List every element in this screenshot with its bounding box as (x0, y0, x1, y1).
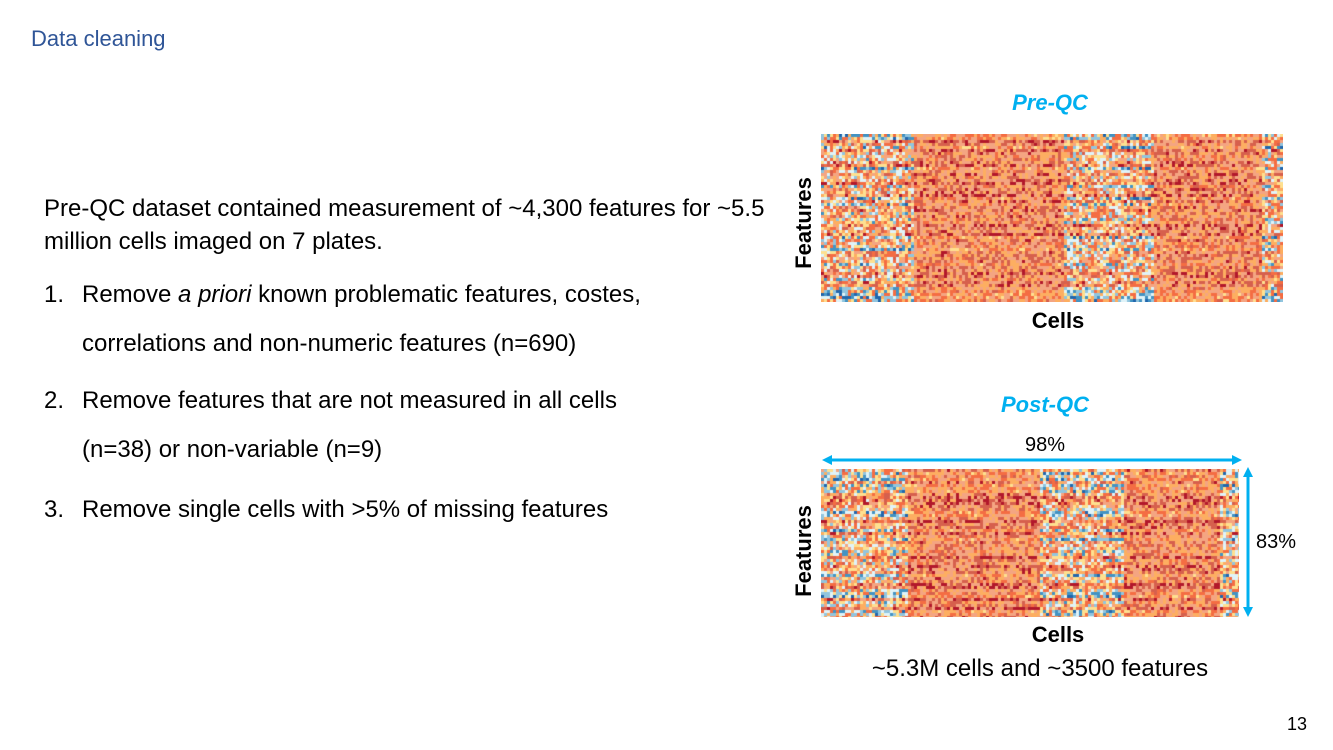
step-2-line2: (n=38) or non-variable (n=9) (82, 436, 383, 463)
slide-title: Data cleaning (31, 26, 166, 51)
step-2-line1: Remove features that are not measured in… (82, 387, 617, 414)
step-1-number: 1. (44, 281, 65, 308)
step-2-number: 2. (44, 387, 65, 414)
step-1-line2: correlations and non-numeric features (n… (82, 330, 577, 357)
pre-qc-xlabel: Cells (1031, 308, 1085, 333)
post-qc-width-pct: 98% (1024, 434, 1066, 456)
summary-text: ~5.3M cells and ~3500 features (871, 655, 1209, 682)
width-arrow (822, 455, 1242, 465)
step-1-pre: Remove (82, 281, 179, 308)
step-3-line1: Remove single cells with >5% of missing … (82, 496, 609, 523)
height-arrow (1243, 467, 1253, 617)
post-qc-title: Post-QC (1001, 392, 1089, 417)
post-qc-height-pct: 83% (1256, 531, 1297, 553)
step-3-number: 3. (44, 496, 65, 523)
post-qc-heatmap (821, 469, 1239, 617)
pre-qc-title: Pre-QC (1012, 90, 1088, 115)
pre-qc-ylabel: Features (791, 177, 816, 269)
intro-text: Pre-QC dataset contained measurement of … (44, 195, 765, 255)
page-number: 13 (1286, 714, 1307, 734)
step-1-emphasis: a priori (178, 281, 252, 308)
step-3: 3. Remove single cells with >5% of missi… (44, 485, 764, 534)
step-2: 2. Remove features that are not measured… (44, 376, 764, 474)
post-qc-ylabel: Features (791, 505, 816, 597)
post-qc-xlabel: Cells (1031, 622, 1085, 647)
pre-qc-heatmap (821, 134, 1283, 302)
step-1: 1. Remove a priori known problematic fea… (44, 270, 764, 368)
step-1-post: known problematic features, costes, (251, 281, 641, 308)
